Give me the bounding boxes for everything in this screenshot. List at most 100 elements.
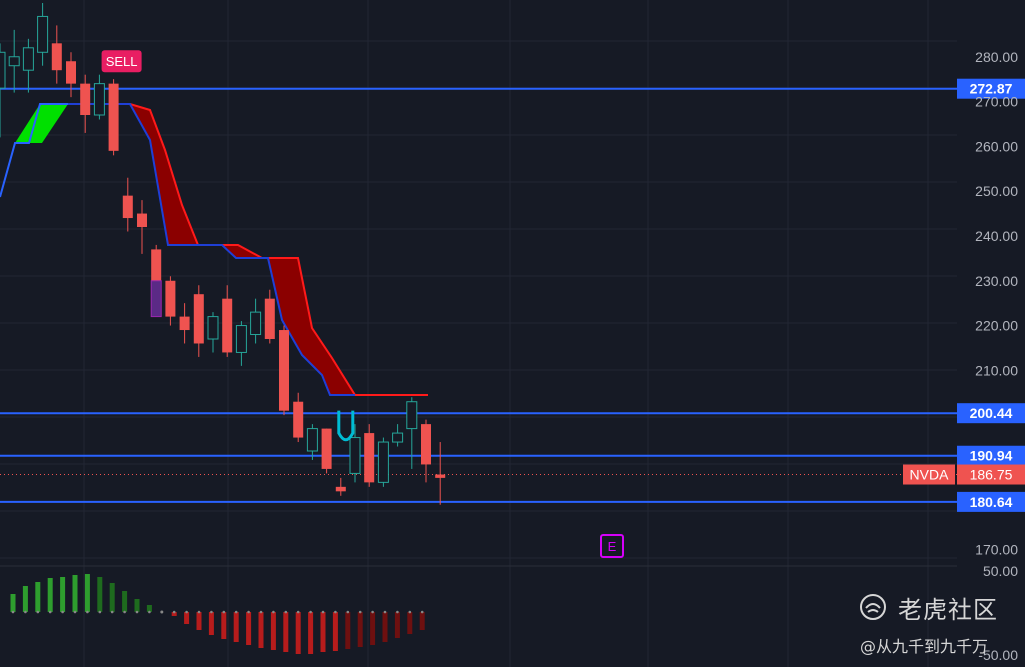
candle-body-up [250, 311, 262, 336]
oscillator-bar [258, 612, 264, 648]
oscillator-axis-label-bottom: -50.00 [978, 647, 1018, 663]
tiger-logo-icon [858, 592, 888, 622]
candle-body-down [137, 213, 147, 227]
oscillator-bar [233, 612, 239, 642]
oscillator-zero-dot [110, 610, 114, 614]
oscillator-zero-dot [420, 610, 424, 614]
level-label: 180.64 [970, 494, 1013, 510]
oscillator-bar [357, 612, 363, 647]
price-tick-label: 270.00 [975, 94, 1018, 110]
oscillator-axis-label-top: 50.00 [983, 563, 1018, 579]
oscillator-bar [295, 612, 301, 654]
price-axis[interactable]: 170.00 210.00 220.00 230.00 240.00 250.00 260.… [975, 49, 1018, 663]
oscillator-bar [246, 612, 252, 645]
oscillator-zero-dot [408, 610, 412, 614]
oscillator-bar [84, 574, 90, 612]
price-tick-label: 260.00 [975, 138, 1018, 154]
oscillator-bar [419, 612, 425, 630]
candle-body-down [165, 280, 176, 317]
level-label: 272.87 [970, 81, 1013, 97]
horizontal-levels[interactable]: 272.87 200.44 190.94 180.64 NVDA 186.75 [0, 78, 1025, 512]
oscillator-zero-dot [321, 610, 325, 614]
oscillator-zero-dot [284, 610, 288, 614]
oscillator-bar [72, 575, 78, 612]
oscillator-bar [270, 612, 276, 650]
candle-body-up [93, 83, 105, 116]
oscillator-zero-dot [24, 610, 27, 614]
oscillator-bar [35, 582, 41, 612]
candlesticks [0, 3, 446, 505]
oscillator-zero-dot [296, 610, 300, 614]
oscillator-bar [320, 612, 326, 652]
oscillator-bar [196, 612, 202, 630]
level-badge [957, 491, 1025, 512]
sell-badge [101, 50, 142, 73]
price-tick-label: 280.00 [975, 49, 1018, 65]
oscillator-zero-dot [371, 610, 374, 614]
oscillator-bar [60, 577, 66, 612]
level-label: 200.44 [970, 405, 1013, 421]
last-price-badge [957, 464, 1025, 485]
candle-body-down [222, 298, 233, 353]
inside-bar-highlight [150, 280, 162, 318]
bear-cloud-lower-edge [68, 103, 355, 396]
symbol-badge [903, 464, 955, 485]
oscillator-bar [394, 612, 400, 638]
oscillator-zero-dot [98, 610, 102, 614]
signal-labels: SELL E [101, 50, 624, 558]
oscillator-bar [171, 612, 177, 616]
candle-body-down [435, 474, 446, 478]
last-price-label: 186.75 [970, 467, 1013, 483]
oscillator-bar [134, 599, 140, 612]
watermark-title: 老虎社区 [898, 596, 998, 624]
oscillator-bar [109, 583, 115, 612]
candle-body-down [293, 401, 304, 438]
oscillator-bar [370, 612, 376, 645]
price-tick-label: 170.00 [975, 542, 1018, 558]
trend-cloud [0, 103, 428, 396]
candle-body-down [51, 43, 62, 71]
oscillator-zero-dot [197, 610, 201, 614]
oscillator-bar [208, 612, 214, 635]
candle-body-down [264, 298, 275, 339]
oscillator-zero-dot [272, 610, 275, 614]
candle-body-up [392, 432, 404, 443]
candle-body-down [364, 433, 375, 483]
candle-body-up [0, 51, 6, 89]
price-tick-label: 250.00 [975, 183, 1018, 199]
oscillator-zero-dot [234, 610, 238, 614]
oscillator-bar [184, 612, 190, 624]
oscillator-bar [221, 612, 227, 639]
oscillator-bar [22, 586, 28, 612]
oscillator-zero-dot [334, 610, 337, 614]
candle-body-down [179, 316, 190, 331]
bull-cloud [0, 104, 68, 197]
level-label: 190.94 [970, 448, 1013, 464]
oscillator-zero-dot [247, 610, 250, 614]
oscillator-bar [97, 577, 103, 612]
oscillator-bar [382, 612, 388, 642]
candle-body-up [22, 47, 34, 71]
price-tick-label: 230.00 [975, 273, 1018, 289]
oscillator-zero-dot [123, 610, 126, 614]
oscillator-zero-dot [172, 610, 176, 614]
candle-body-up [377, 441, 389, 483]
candle-body-down [335, 486, 346, 492]
oscillator-zero-dot [36, 610, 40, 614]
price-tick-label: 240.00 [975, 228, 1018, 244]
oscillator-histogram [10, 574, 425, 654]
candle-body-down [122, 195, 133, 219]
oscillator-zero-dot [210, 610, 213, 614]
earnings-badge [600, 534, 624, 558]
candle-body-up [8, 56, 20, 67]
oscillator-bar [308, 612, 314, 654]
candle-body-down [279, 330, 289, 411]
candle-body-down [66, 61, 76, 84]
candle-body-down [108, 83, 119, 151]
oscillator-zero-dot [222, 610, 226, 614]
oscillator-bar [10, 594, 16, 612]
candle-body-up [406, 401, 418, 430]
oscillator-zero-dot [48, 610, 52, 614]
bull-cloud-edge [0, 103, 68, 198]
